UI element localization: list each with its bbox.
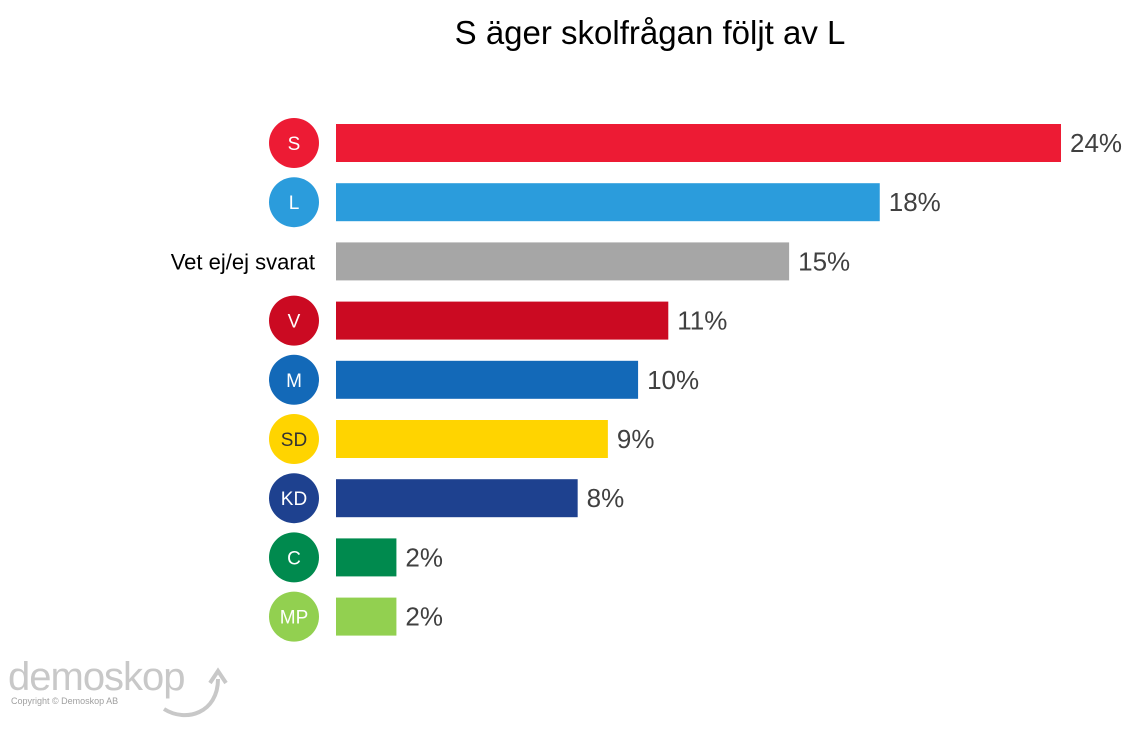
copyright-text: Copyright © Demoskop AB <box>11 696 119 706</box>
value-label-v: 11% <box>677 306 727 336</box>
bar-sd <box>336 420 608 458</box>
value-label-l: 18% <box>889 187 941 217</box>
value-label-c: 2% <box>405 542 443 572</box>
bar-c <box>336 538 397 577</box>
value-label-m: 10% <box>647 365 699 395</box>
party-badge-c <box>269 532 319 583</box>
chart-title: S äger skolfrågan följt av L <box>454 14 846 51</box>
bar-v <box>336 301 669 340</box>
logo-wordmark: demoskop <box>8 655 186 699</box>
party-badge-label-c: C <box>287 548 301 569</box>
logo-arrow-icon <box>162 667 228 718</box>
party-badge-label-m: M <box>286 371 302 392</box>
party-badge-m <box>269 354 319 405</box>
party-badge-v <box>269 295 319 346</box>
party-badge-sd <box>269 414 319 464</box>
bar-m <box>336 360 639 399</box>
party-badge-label-l: L <box>289 193 300 214</box>
party-badge-label-kd: KD <box>281 489 307 510</box>
party-badge-kd <box>269 473 319 524</box>
bar-s <box>336 124 1061 162</box>
bar-kd <box>336 479 578 518</box>
value-label-kd: 8% <box>587 483 625 513</box>
value-label-vet-ej-ej-svarat: 15% <box>798 246 850 276</box>
party-badge-label-mp: MP <box>280 608 309 629</box>
party-badge-mp <box>269 591 319 642</box>
bar-vet-ej-ej-svarat <box>336 242 790 281</box>
demoskop-logo: demoskop Copyright © Demoskop AB <box>8 655 238 725</box>
party-badge-s <box>269 118 319 168</box>
party-badge-l <box>269 177 319 228</box>
party-badge-label-s: S <box>288 134 301 155</box>
value-label-s: 24% <box>1070 128 1122 158</box>
value-label-sd: 9% <box>617 424 655 454</box>
party-badge-label-v: V <box>288 312 301 333</box>
bar-l <box>336 183 880 222</box>
value-label-mp: 2% <box>405 602 443 632</box>
category-label-vet-ej-ej-svarat: Vet ej/ej svarat <box>171 249 315 274</box>
party-badge-label-sd: SD <box>281 430 307 451</box>
bar-mp <box>336 597 397 636</box>
